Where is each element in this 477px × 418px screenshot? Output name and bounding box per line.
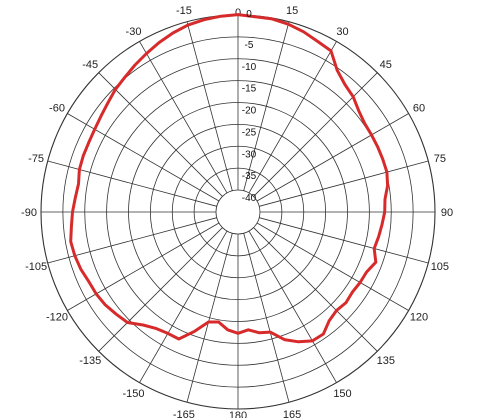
- radial-tick-label: -15: [242, 84, 257, 95]
- angle-tick-label: -45: [82, 59, 98, 71]
- angle-tick-label: -120: [46, 312, 68, 324]
- grid-spoke: [98, 227, 223, 352]
- angle-tick-label: -90: [21, 207, 37, 219]
- angle-tick-label: -60: [49, 103, 65, 115]
- grid-spoke: [248, 230, 337, 383]
- radial-tick-label: -20: [242, 106, 257, 117]
- radial-tick-label: 0: [246, 9, 252, 20]
- angle-tick-label: 135: [377, 355, 395, 367]
- radial-tick-label: -30: [242, 149, 257, 160]
- angle-tick-label: 165: [283, 409, 301, 418]
- angle-tick-label: 30: [336, 26, 348, 38]
- angle-tick-label: -135: [79, 355, 101, 367]
- radial-tick-label: -40: [242, 193, 257, 204]
- angle-tick-label: -150: [122, 388, 144, 400]
- angle-tick-label: -105: [25, 261, 47, 273]
- radial-tick-label: -35: [242, 171, 257, 182]
- angle-tick-label: 45: [380, 59, 392, 71]
- series-layer: [69, 13, 390, 344]
- radial-tick-label: -5: [245, 40, 254, 51]
- angle-tick-label: 105: [431, 261, 449, 273]
- grid-spoke: [186, 21, 233, 191]
- grid-spoke: [139, 41, 228, 194]
- grid-spoke: [259, 160, 429, 207]
- grid-spoke: [67, 222, 220, 311]
- grid-spoke: [256, 113, 409, 202]
- angle-tick-label: -75: [28, 153, 44, 165]
- grid-spoke: [186, 233, 233, 403]
- grid-spoke: [253, 72, 378, 197]
- grid-spoke: [256, 222, 409, 311]
- grid-spoke: [67, 113, 220, 202]
- angle-tick-label: 75: [434, 153, 446, 165]
- grid-spoke: [47, 160, 217, 207]
- radiation-pattern-line: [69, 13, 390, 344]
- grid-spoke: [139, 230, 228, 383]
- angle-tick-label: 90: [441, 207, 453, 219]
- radial-tick-labels: 0 -5 -10 -15 -20 -25 -30 -35 -40: [242, 9, 257, 204]
- angular-tick-labels: 0 153045607590105120135150165180-165-150-…: [21, 5, 453, 418]
- grid-spoke: [248, 41, 337, 194]
- angle-tick-label: 120: [410, 312, 428, 324]
- angle-tick-label: 150: [333, 388, 351, 400]
- angle-tick-label: -15: [176, 5, 192, 17]
- grid-spoke: [243, 233, 290, 403]
- grid-spoke: [253, 227, 378, 352]
- grid-spoke: [98, 72, 223, 197]
- polar-grid: [40, 14, 436, 410]
- grid-spoke: [259, 217, 429, 264]
- angle-tick-label: 15: [286, 5, 298, 17]
- radial-tick-label: -10: [242, 62, 257, 73]
- grid-spoke: [47, 217, 217, 264]
- angle-tick-label: -30: [126, 26, 142, 38]
- grid-spoke: [243, 21, 290, 191]
- angle-tick-label: 180: [229, 410, 247, 418]
- radial-tick-label: -25: [242, 127, 257, 138]
- angle-tick-label: 0: [235, 7, 241, 19]
- angle-tick-label: -165: [173, 409, 195, 418]
- angle-tick-label: 60: [413, 103, 425, 115]
